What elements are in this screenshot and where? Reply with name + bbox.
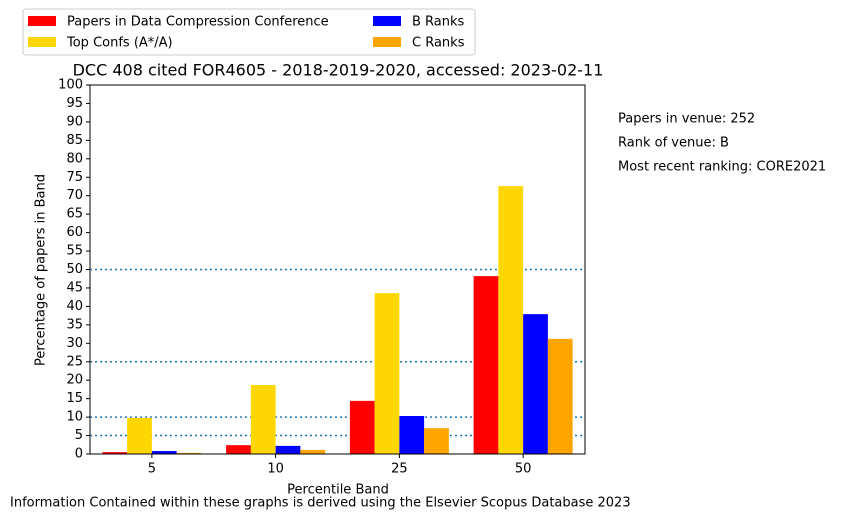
y-tick-label: 50	[66, 262, 83, 277]
x-axis-label: Percentile Band	[287, 483, 389, 498]
bar	[498, 186, 524, 454]
y-axis-label: Percentage of papers in Band	[34, 174, 49, 366]
y-tick-label: 65	[66, 207, 83, 222]
bar	[102, 452, 128, 454]
y-tick-label: 0	[75, 447, 83, 462]
legend-label: Top Confs (A*/A)	[66, 36, 173, 51]
y-tick-label: 15	[66, 391, 83, 406]
y-tick-label: 40	[66, 299, 83, 314]
legend-label: B Ranks	[412, 15, 465, 30]
annotation: Most recent ranking: CORE2021	[618, 160, 826, 175]
y-tick-label: 20	[66, 373, 83, 388]
bar	[374, 293, 400, 454]
bar	[399, 415, 425, 454]
legend-label: C Ranks	[412, 36, 465, 51]
legend-box	[22, 8, 476, 56]
legend-label: Papers in Data Compression Conference	[67, 15, 329, 30]
x-tick-label: 10	[267, 462, 284, 477]
legend-swatch	[28, 37, 56, 47]
plot-frame	[89, 84, 586, 455]
y-tick-label: 100	[58, 78, 83, 93]
legend-swatch	[28, 16, 56, 26]
y-tick-label: 35	[66, 317, 83, 332]
y-tick-label: 80	[66, 151, 83, 166]
x-tick-label: 25	[391, 462, 408, 477]
y-tick-label: 55	[66, 244, 83, 259]
y-tick-label: 75	[66, 170, 83, 185]
bar	[275, 445, 301, 454]
y-tick-label: 25	[66, 354, 83, 369]
legend-swatch	[373, 37, 401, 47]
bar	[151, 451, 177, 454]
y-tick-label: 95	[66, 96, 83, 111]
bar	[473, 276, 499, 454]
legend-swatch	[373, 16, 401, 26]
y-tick-label: 10	[66, 410, 83, 425]
bar	[523, 314, 548, 454]
bar	[300, 449, 326, 454]
bar	[424, 428, 449, 454]
bar	[127, 417, 152, 454]
chart-title: DCC 408 cited FOR4605 - 2018-2019-2020, …	[73, 61, 604, 80]
y-tick-label: 90	[66, 114, 83, 129]
y-tick-label: 60	[66, 225, 83, 240]
y-tick-label: 30	[66, 336, 83, 351]
footer: Information Contained within these graph…	[10, 496, 631, 511]
y-tick-label: 5	[75, 428, 83, 443]
bar	[176, 452, 202, 454]
y-tick-label: 85	[66, 133, 83, 148]
y-tick-label: 45	[66, 280, 83, 295]
bar	[547, 338, 573, 454]
x-tick-label: 50	[515, 462, 532, 477]
y-tick-label: 70	[66, 188, 83, 203]
annotation: Papers in venue: 252	[618, 112, 755, 127]
annotation: Rank of venue: B	[618, 136, 729, 151]
bar	[349, 400, 375, 454]
bar	[250, 384, 276, 454]
x-tick-label: 5	[148, 462, 156, 477]
bar	[226, 445, 251, 454]
